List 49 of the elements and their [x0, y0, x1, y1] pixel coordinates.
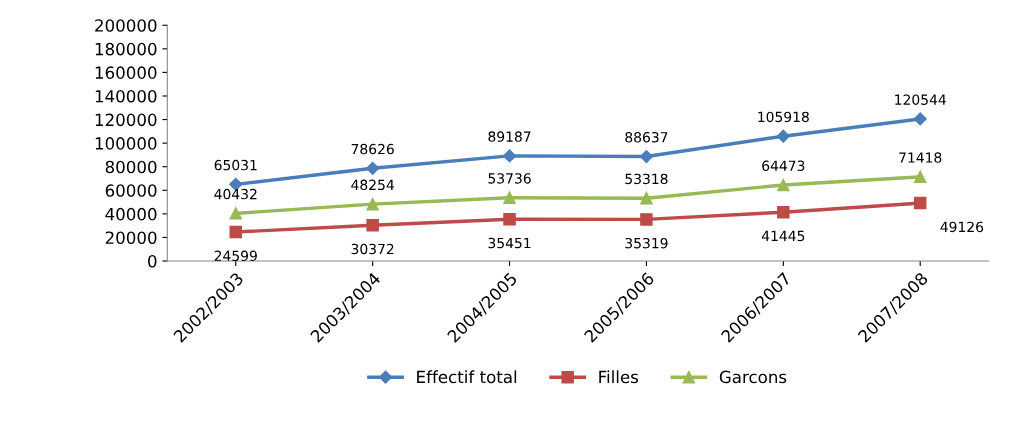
- point: [640, 213, 653, 226]
- point: [639, 149, 654, 164]
- point: [503, 191, 516, 204]
- legend-label: Filles: [599, 370, 639, 384]
- data-label: 65031: [214, 159, 257, 171]
- data-label: 88637: [625, 132, 668, 143]
- point: [502, 149, 517, 163]
- data-label: 53736: [488, 173, 531, 184]
- point: [913, 170, 927, 184]
- point: [776, 129, 790, 143]
- point: [913, 112, 927, 126]
- data-label: 48254: [351, 179, 394, 191]
- y-tick-label: 80000: [105, 160, 157, 174]
- point: [503, 212, 516, 226]
- data-label: 71418: [899, 152, 942, 163]
- point: [777, 178, 790, 192]
- point: [366, 161, 380, 175]
- data-label: 49126: [940, 221, 984, 233]
- y-tick-label: 160000: [95, 66, 157, 79]
- data-label: 41445: [761, 230, 805, 242]
- data-label: 24599: [214, 250, 257, 262]
- y-tick-label: 200000: [95, 19, 157, 32]
- y-tick-label: 40000: [105, 207, 157, 221]
- data-label: 78626: [351, 143, 394, 155]
- point: [229, 207, 243, 220]
- point: [913, 196, 927, 210]
- y-tick-label: 20000: [105, 231, 157, 245]
- y-tick-label: 60000: [105, 184, 157, 197]
- point: [640, 191, 653, 205]
- point: [229, 225, 243, 239]
- point: [366, 197, 379, 211]
- data-label: 40432: [214, 188, 257, 200]
- data-label: 35451: [488, 237, 531, 249]
- y-tick-label: 120000: [95, 113, 157, 127]
- data-label: 53318: [625, 173, 668, 185]
- y-tick-label: 140000: [95, 89, 157, 103]
- legend-label: Garcons: [719, 370, 787, 384]
- data-label: 35319: [625, 237, 668, 249]
- data-label: 105918: [758, 111, 809, 123]
- y-tick-label: 180000: [95, 42, 157, 56]
- data-label: 89187: [488, 131, 531, 142]
- y-tick-label: 100000: [95, 137, 157, 150]
- data-label: 120544: [895, 94, 946, 105]
- point: [777, 205, 790, 219]
- y-tick-label: 0: [148, 254, 157, 268]
- data-label: 30372: [351, 243, 394, 255]
- data-label: 64473: [762, 160, 805, 171]
- point: [366, 218, 379, 232]
- legend-label: Effectif total: [417, 370, 517, 384]
